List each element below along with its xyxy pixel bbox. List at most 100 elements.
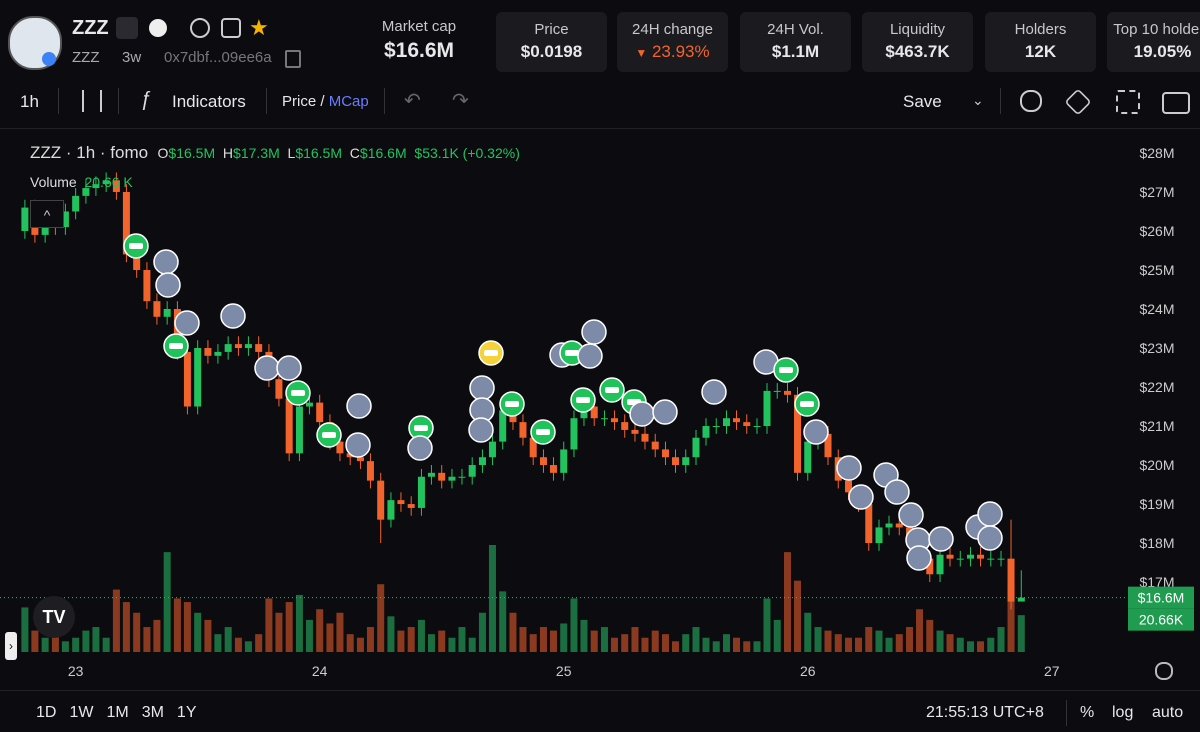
volume-bar bbox=[1017, 615, 1025, 652]
stat-label: Holders bbox=[1014, 21, 1067, 38]
copy-icon[interactable] bbox=[285, 50, 301, 68]
chart-legend: ZZZ · 1h · fomo O$16.5M H$17.3M L$16.5M … bbox=[30, 143, 520, 163]
volume-bar bbox=[153, 619, 161, 652]
volume-bar bbox=[102, 637, 110, 652]
stat-box: 24H Vol. $1.1M bbox=[740, 12, 851, 72]
volume-bar bbox=[600, 627, 608, 652]
candle-body bbox=[610, 418, 618, 423]
candle-body bbox=[468, 465, 476, 477]
stat-value: 19.05% bbox=[1133, 42, 1192, 61]
trade-marker bbox=[153, 249, 179, 275]
series-title: ZZZ · 1h · fomo bbox=[30, 143, 149, 162]
save[interactable]: Save bbox=[903, 92, 942, 111]
collapse-button[interactable]: ^ bbox=[30, 200, 64, 228]
separator bbox=[1000, 88, 1001, 114]
avatar-eyes bbox=[576, 397, 590, 403]
trade-avatar bbox=[346, 393, 372, 419]
log-toggle[interactable]: log bbox=[1112, 704, 1134, 721]
separator bbox=[384, 88, 385, 114]
tradingview-logo[interactable]: TV bbox=[33, 596, 75, 638]
separator bbox=[118, 88, 119, 114]
chart-type-icon[interactable] bbox=[82, 90, 102, 112]
y-tick-label: $18M bbox=[1139, 535, 1174, 551]
trade-marker bbox=[530, 419, 556, 445]
volume-bar bbox=[448, 637, 456, 652]
range-button[interactable]: 1Y bbox=[176, 704, 197, 721]
volume-bar bbox=[255, 634, 263, 652]
volume-bar bbox=[1007, 582, 1015, 652]
volume-bar bbox=[305, 619, 313, 652]
candle-body bbox=[143, 269, 151, 302]
candle-body bbox=[732, 418, 740, 423]
volume-bar bbox=[183, 602, 191, 652]
side-toggle[interactable]: › bbox=[5, 632, 17, 660]
candle-body bbox=[529, 437, 537, 458]
candle-body bbox=[244, 344, 252, 349]
volume-bar bbox=[509, 612, 517, 652]
candle-body bbox=[936, 554, 944, 575]
favorite-star[interactable]: ★ bbox=[249, 15, 269, 40]
volume-bar bbox=[366, 627, 374, 652]
range-button[interactable]: 1D bbox=[36, 704, 57, 721]
volume-bar bbox=[916, 609, 924, 652]
range-button[interactable]: 1M bbox=[106, 704, 129, 721]
site-icon[interactable] bbox=[149, 19, 167, 37]
screenshot-icon[interactable] bbox=[1162, 92, 1190, 114]
trade-avatar bbox=[407, 435, 433, 461]
trade-marker bbox=[629, 401, 655, 427]
search-icon[interactable] bbox=[221, 18, 241, 38]
ohlc-value: $16.5M bbox=[295, 145, 343, 161]
volume-bar bbox=[722, 634, 730, 652]
volume-bar bbox=[641, 637, 649, 652]
volume-bar bbox=[936, 630, 944, 652]
trade-avatar bbox=[898, 502, 924, 528]
price-toggle[interactable]: Price / MCap bbox=[282, 93, 369, 110]
axis-settings[interactable] bbox=[1155, 662, 1173, 680]
stat-box: Liquidity $463.7K bbox=[862, 12, 973, 72]
edit-icon[interactable] bbox=[116, 17, 138, 39]
web-icon[interactable] bbox=[190, 18, 210, 38]
range-button[interactable]: 1W bbox=[69, 704, 94, 721]
trade-marker bbox=[276, 355, 302, 381]
fx-icon[interactable]: ƒ bbox=[140, 88, 152, 110]
alert-icon[interactable] bbox=[1020, 90, 1042, 112]
divider bbox=[0, 128, 1200, 129]
candle-body bbox=[295, 406, 303, 454]
volume-bar bbox=[784, 552, 791, 652]
stat-box: Holders 12K bbox=[985, 12, 1096, 72]
trade-marker bbox=[898, 502, 924, 528]
trade-marker bbox=[773, 357, 799, 383]
price[interactable]: Price bbox=[282, 93, 317, 110]
auto-toggle[interactable]: auto bbox=[1152, 704, 1184, 721]
indicators[interactable]: Indicators bbox=[172, 92, 246, 111]
volume-bar bbox=[265, 598, 273, 652]
volume-bar bbox=[92, 627, 100, 652]
address[interactable]: 0x7dbf...09ee6a bbox=[164, 49, 272, 66]
trade-avatar bbox=[629, 401, 655, 427]
candle-body bbox=[488, 441, 496, 458]
undo[interactable]: ↶ bbox=[404, 90, 421, 112]
redo[interactable]: ↷ bbox=[452, 90, 469, 112]
fullscreen-icon[interactable] bbox=[1116, 90, 1140, 114]
interval[interactable]: 1h bbox=[20, 92, 39, 111]
y-tick-label: $23M bbox=[1139, 340, 1174, 356]
stat-label: 24H Vol. bbox=[767, 21, 824, 38]
range-button[interactable]: 3M bbox=[141, 704, 164, 721]
save-menu[interactable]: ⌄ bbox=[972, 92, 984, 108]
percent-toggle[interactable]: % bbox=[1080, 704, 1095, 721]
trade-avatar bbox=[977, 501, 1003, 527]
y-tick-label: $21M bbox=[1139, 418, 1174, 434]
candle-body bbox=[631, 429, 639, 434]
volume-bar bbox=[732, 637, 740, 652]
x-tick-label: 27 bbox=[1044, 663, 1060, 679]
mcap[interactable]: MCap bbox=[328, 93, 369, 110]
ohlc-value: $16.6M bbox=[359, 145, 407, 161]
volume-bar bbox=[682, 634, 690, 652]
trade-avatar bbox=[276, 355, 302, 381]
market-cap: Market cap $16.6M bbox=[366, 18, 472, 63]
trade-marker bbox=[478, 340, 504, 366]
volume-bar bbox=[906, 627, 914, 652]
candle-body bbox=[997, 558, 1005, 560]
trade-marker bbox=[928, 526, 954, 552]
x-tick-label: 25 bbox=[556, 663, 572, 679]
